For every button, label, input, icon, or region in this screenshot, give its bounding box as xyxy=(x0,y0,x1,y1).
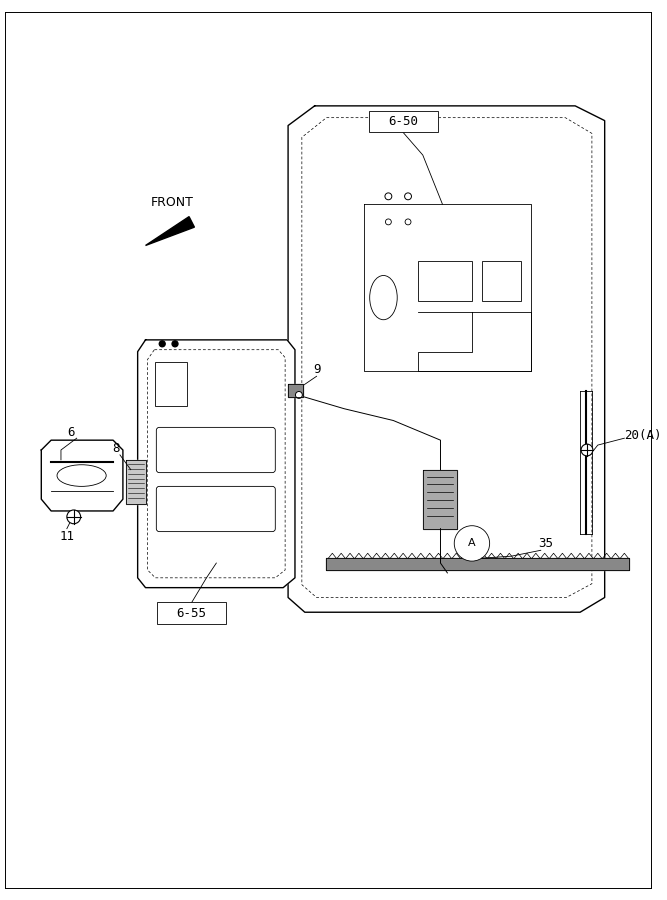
Polygon shape xyxy=(126,460,145,504)
Circle shape xyxy=(581,444,593,456)
Circle shape xyxy=(295,392,302,399)
Text: 11: 11 xyxy=(59,530,74,543)
Polygon shape xyxy=(288,384,303,397)
Text: 20(A): 20(A) xyxy=(624,428,662,442)
Circle shape xyxy=(172,341,178,346)
Circle shape xyxy=(454,526,490,561)
Text: 6-55: 6-55 xyxy=(177,607,207,620)
Circle shape xyxy=(67,510,81,524)
Polygon shape xyxy=(137,340,295,588)
Bar xyxy=(369,111,438,132)
Polygon shape xyxy=(326,558,629,570)
Polygon shape xyxy=(41,440,123,511)
Polygon shape xyxy=(145,217,194,246)
Text: 8: 8 xyxy=(112,442,120,454)
Circle shape xyxy=(159,341,165,346)
Text: 35: 35 xyxy=(538,537,553,550)
Text: 9: 9 xyxy=(313,363,320,376)
Text: FRONT: FRONT xyxy=(151,196,193,209)
Text: 6: 6 xyxy=(67,426,75,439)
Polygon shape xyxy=(288,106,605,612)
Bar xyxy=(155,362,187,406)
Text: A: A xyxy=(468,538,476,548)
Text: 6-50: 6-50 xyxy=(388,115,418,128)
Bar xyxy=(157,602,226,624)
Bar xyxy=(418,261,472,301)
Polygon shape xyxy=(423,470,457,528)
Bar xyxy=(482,261,521,301)
